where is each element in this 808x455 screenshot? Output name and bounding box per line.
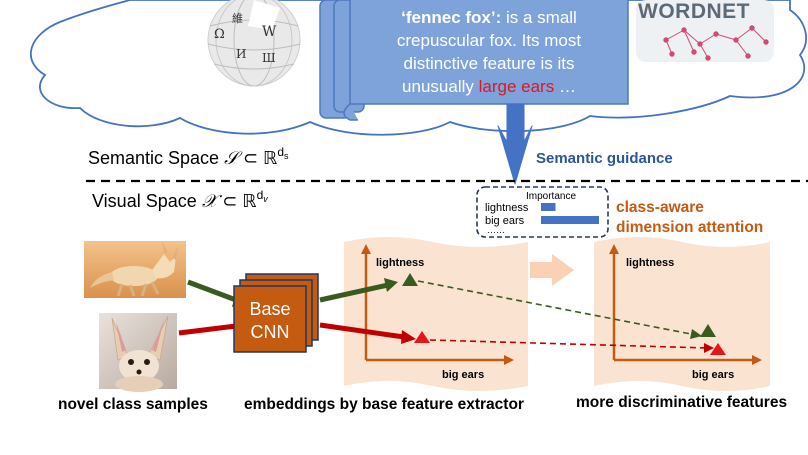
feature-shift-red: [429, 339, 709, 349]
definition-highlight: large ears: [479, 77, 555, 96]
base-cnn-block: Base CNN: [233, 273, 319, 353]
attention-label-line-2: dimension attention: [616, 219, 763, 236]
visual-space-label: Visual Space 𝒳 ⊂ ℝdv: [92, 188, 268, 212]
embedding-point-red: [414, 331, 430, 343]
cnn-to-embedding-arrow-green: [319, 282, 389, 303]
embedding-point-green: [402, 273, 418, 286]
importance-label-big-ears: big ears: [485, 215, 525, 227]
cnn-label-line-2: CNN: [251, 322, 290, 342]
definition-line-1: ‘fennec fox’: is a small: [401, 8, 577, 27]
definition-line-2: crepuscular fox. Its most: [397, 31, 582, 50]
caption-embeddings: embeddings by base feature extractor: [244, 396, 524, 413]
right-plot-x-label: big ears: [692, 369, 734, 381]
wiki-glyph-w: W: [262, 24, 277, 40]
sample-to-cnn-arrow-green: [187, 279, 237, 303]
sample-to-cnn-arrow-red: [178, 323, 237, 336]
cnn-label-line-1: Base: [249, 299, 290, 319]
embedding-panel-left: lightness big ears: [344, 237, 528, 391]
semantic-guidance-arrow: [497, 103, 533, 185]
definition-line-1-rest: is a small: [501, 8, 577, 27]
definition-term: ‘fennec fox’:: [401, 8, 501, 27]
wiki-glyph-i: И: [236, 47, 246, 61]
importance-label-lightness: lightness: [485, 202, 529, 214]
left-plot-x-label: big ears: [442, 369, 484, 381]
cnn-to-embedding-arrow-red: [319, 322, 405, 340]
fox-image-face: [99, 313, 177, 392]
definition-line-3: distinctive feature is its: [403, 54, 574, 73]
importance-box: Importance lightness big ears ……: [476, 186, 609, 238]
refined-point-red: [710, 343, 726, 355]
semantic-space-label: Semantic Space 𝒮 ⊂ ℝds: [88, 145, 289, 169]
caption-samples: novel class samples: [58, 396, 208, 413]
definition-line-4-post: …: [554, 77, 576, 96]
wiki-glyph-wei: 維: [232, 12, 243, 25]
importance-title: Importance: [526, 191, 576, 202]
feature-shift-green: [417, 280, 697, 336]
attention-label-line-1: class-aware: [616, 199, 704, 216]
caption-discriminative: more discriminative features: [576, 394, 787, 411]
wiki-glyph-omega: Ω: [214, 27, 225, 42]
right-plot-y-label: lightness: [626, 257, 674, 269]
importance-bar-lightness: [541, 203, 556, 211]
definition-scroll: ‘fennec fox’: is a small crepuscular fox…: [319, 0, 629, 121]
wikipedia-globe-icon: Ω W И Ш 維: [207, 0, 301, 87]
importance-more: ……: [487, 225, 505, 235]
semantic-guidance-label: Semantic guidance: [536, 150, 673, 167]
fox-image-walking: [84, 241, 186, 298]
wordnet-label: WORDNET: [638, 0, 750, 23]
definition-line-4: unusually large ears …: [402, 77, 576, 96]
left-plot-y-label: lightness: [376, 257, 424, 269]
definition-line-4-pre: unusually: [402, 77, 479, 96]
embedding-panel-right: lightness big ears: [594, 237, 770, 391]
importance-bar-big-ears: [541, 216, 599, 224]
refined-point-green: [700, 324, 716, 337]
wiki-glyph-sha: Ш: [262, 51, 276, 65]
transition-arrow: [530, 254, 574, 286]
wordnet-logo: WORDNET: [636, 0, 774, 62]
